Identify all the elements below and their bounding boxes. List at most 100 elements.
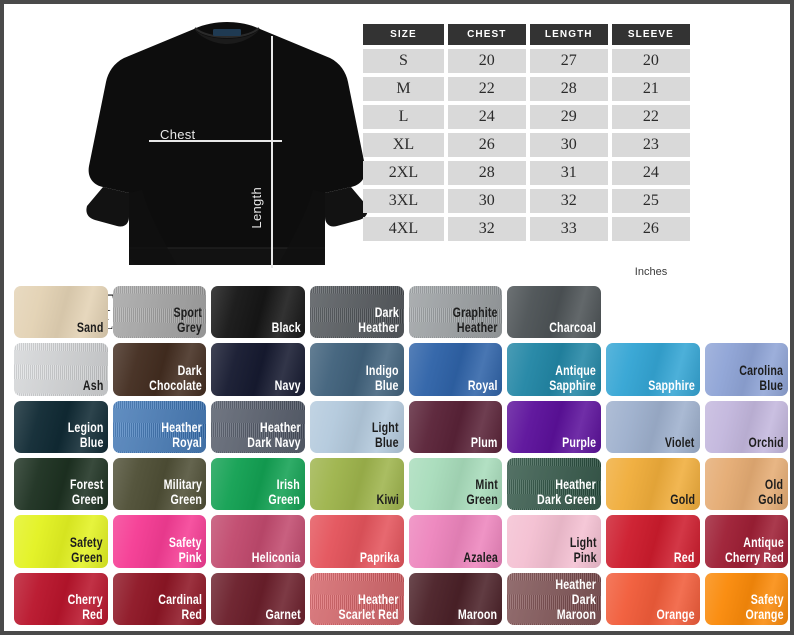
color-swatch-label: Violet [665,433,695,450]
color-swatch-label: Light Blue [372,418,400,450]
color-swatch[interactable]: Legion Blue [14,400,108,453]
color-swatch-label: Heather Scarlet Red [338,590,400,622]
color-swatch-label: Heather Royal [161,418,202,450]
table-row: M 22 28 21 [363,77,690,101]
color-swatch[interactable]: Heliconia [211,515,305,568]
color-swatch-label: Safety Green [70,533,104,565]
color-swatch[interactable]: Light Blue [309,400,404,453]
chest-cell: 32 [447,217,526,241]
color-swatch-label: Black [271,319,301,336]
color-swatch[interactable]: Antique Cherry Red [704,515,788,568]
size-table-body: S 20 27 20 M 22 28 21 L 24 29 22 XL 26 30 23 2XL 28 31 24 3X… [363,49,690,241]
color-swatch[interactable]: Garnet [211,572,305,625]
column-header-sleeve: SLEEVE [611,24,690,45]
color-swatch[interactable]: Forest Green [14,457,108,511]
color-swatch[interactable]: Heather Scarlet Red [309,572,404,625]
size-cell: 3XL [363,189,444,213]
table-row: 3XL 30 32 25 [363,189,690,213]
chest-cell: 24 [447,105,526,129]
color-swatch[interactable]: Charcoal [507,286,601,339]
color-swatch-label: Sport Grey [173,304,202,336]
color-swatch[interactable]: Plum [408,400,503,453]
color-swatch[interactable]: Heather Royal [112,400,207,453]
color-swatch[interactable]: Irish Green [211,457,305,511]
color-swatch[interactable]: Orange [605,572,700,625]
color-swatch-label: Cherry Red [67,590,104,622]
color-swatch-label: Military Green [163,476,202,508]
color-swatch[interactable]: Ash [14,343,108,396]
color-swatch[interactable]: Antique Sapphire [507,343,601,396]
color-swatch[interactable]: Graphite Heather [408,286,503,339]
color-chart-grid: SWEATSHIRT SIZE & COLOR CHART Sand Sport … [8,282,794,631]
color-swatch[interactable]: Navy [211,343,305,396]
size-cell: S [363,49,444,73]
color-swatch-label: Cardinal Red [157,590,202,622]
color-swatch-label: Purple [562,433,597,450]
color-swatch-label: Dark Chocolate [148,361,202,393]
color-swatch[interactable]: Orchid [704,400,788,453]
color-swatch[interactable]: Indigo Blue [309,343,404,396]
color-swatch-label: Irish Green [268,476,301,508]
color-swatch[interactable]: Black [211,286,305,339]
color-swatch[interactable]: Red [605,515,700,568]
color-swatch-label: Heather Dark Navy [246,418,301,450]
color-swatch[interactable]: Heather Dark Maroon [507,572,601,625]
color-swatch[interactable]: Military Green [112,457,207,511]
color-swatch[interactable]: Purple [507,400,601,453]
sleeve-cell: 22 [611,105,690,129]
table-row: 4XL 32 33 26 [363,217,690,241]
color-swatch[interactable]: Heather Dark Green [507,457,601,511]
size-cell: 4XL [363,217,444,241]
size-cell: L [363,105,444,129]
color-swatch-label: Ash [82,376,104,393]
color-swatch-label: Forest Green [69,476,104,508]
color-swatch[interactable]: Cardinal Red [112,572,207,625]
color-swatch-label: Royal [467,376,498,393]
color-swatch[interactable]: Gold [605,457,700,511]
color-swatch-label: Plum [471,433,498,450]
color-swatch[interactable]: Mint Green [408,457,503,511]
color-swatch-label: Navy [274,376,301,393]
color-swatch[interactable]: Sand [14,286,108,339]
chest-cell: 26 [447,133,526,157]
sleeve-cell: 21 [611,77,690,101]
color-swatch[interactable]: Violet [605,400,700,453]
color-swatch[interactable]: Dark Chocolate [112,343,207,396]
color-swatch[interactable]: Safety Orange [704,572,788,625]
color-swatch[interactable]: Dark Heather [309,286,404,339]
color-swatch[interactable]: Sport Grey [112,286,207,339]
color-swatch[interactable]: Old Gold [704,457,788,511]
color-swatch[interactable]: Royal [408,343,503,396]
color-swatch[interactable]: Sapphire [605,343,700,396]
color-swatch-label: Antique Sapphire [549,361,597,393]
color-swatch[interactable]: Heather Dark Navy [211,400,305,453]
color-swatch[interactable]: Carolina Blue [704,343,788,396]
color-swatch-label: Safety Pink [168,533,202,565]
color-swatch[interactable]: Azalea [408,515,503,568]
color-swatch-label: Orchid [748,433,784,450]
color-swatch-label: Gold [670,491,695,508]
color-swatch-label: Dark Heather [358,304,400,336]
column-header-chest: CHEST [447,24,526,45]
color-swatch[interactable]: Safety Green [14,515,108,568]
color-swatch[interactable]: Safety Pink [112,515,207,568]
chest-cell: 20 [447,49,526,73]
size-measurements-table: SIZE CHEST LENGTH SLEEVE S 20 27 20 M 22 28 21 L… [359,20,694,245]
color-swatch[interactable]: Maroon [408,572,503,625]
color-swatch-label: Heather Dark Maroon [555,575,597,622]
color-swatch-label: Indigo Blue [366,361,400,393]
color-swatch[interactable]: Kiwi [309,457,404,511]
size-cell: 2XL [363,161,444,185]
length-cell: 29 [529,105,608,129]
chest-measure-label: Chest [160,127,196,142]
color-swatch-label: Legion Blue [67,418,104,450]
color-swatch[interactable]: Light Pink [507,515,601,568]
sweatshirt-illustration: Chest Length [82,20,372,272]
color-swatch[interactable]: Cherry Red [14,572,108,625]
sleeve-cell: 26 [611,217,690,241]
color-swatch[interactable]: Paprika [309,515,404,568]
length-cell: 30 [529,133,608,157]
color-swatch-label: Mint Green [466,476,498,508]
color-swatch-label: Light Pink [569,533,597,565]
